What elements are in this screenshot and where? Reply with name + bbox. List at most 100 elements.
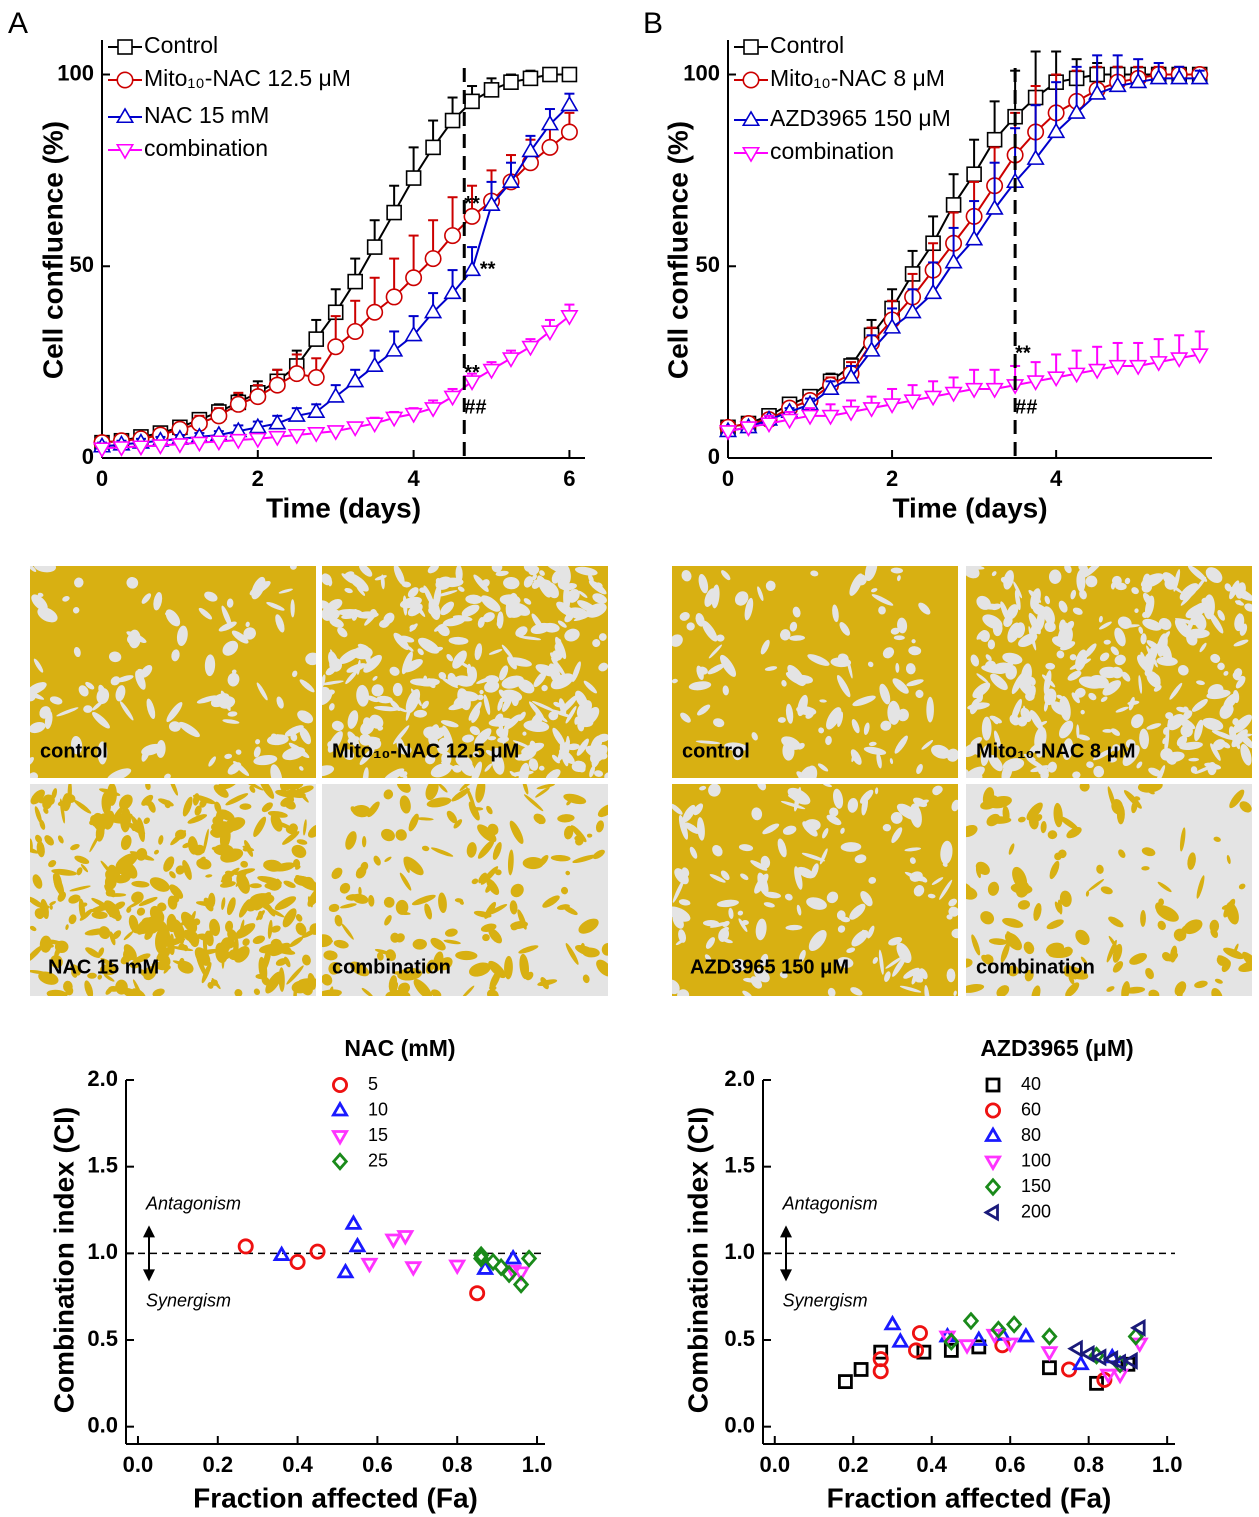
- texture-blob: [331, 867, 343, 880]
- texture-blob: [987, 816, 1012, 824]
- texture-blob: [348, 573, 369, 592]
- texture-blob: [1037, 767, 1049, 776]
- texture-blob: [1224, 583, 1232, 592]
- texture-blob: [1003, 616, 1013, 628]
- texture-blob: [1187, 852, 1196, 870]
- texture-blob: [566, 589, 580, 603]
- texture-blob: [377, 952, 384, 961]
- texture-blob: [994, 662, 1014, 673]
- marker: [1016, 1326, 1035, 1343]
- texture-blob: [803, 819, 821, 832]
- marker: [424, 402, 443, 418]
- texture-blob: [119, 794, 133, 810]
- texture-blob: [289, 936, 304, 948]
- texture-blob: [889, 758, 894, 765]
- texture-blob: [827, 987, 836, 996]
- texture-blob: [345, 670, 358, 685]
- texture-blob: [284, 725, 304, 737]
- texture-blob: [810, 570, 819, 577]
- texture-blob: [1134, 608, 1139, 613]
- texture-blob: [991, 571, 997, 577]
- texture-blob: [1072, 607, 1083, 615]
- texture-blob: [99, 788, 121, 796]
- texture-blob: [1076, 724, 1080, 739]
- marker: [882, 317, 902, 334]
- texture-blob: [496, 617, 504, 627]
- texture-blob: [1075, 649, 1088, 671]
- texture-blob: [1080, 956, 1088, 965]
- texture-blob: [279, 784, 286, 792]
- texture-blob: [30, 789, 45, 805]
- texture-blob: [72, 606, 80, 614]
- marker: [1099, 1368, 1118, 1385]
- texture-blob: [1183, 919, 1203, 935]
- marker: [476, 1259, 495, 1275]
- texture-blob: [303, 819, 307, 836]
- x-axis-label: Time (days): [266, 492, 421, 523]
- texture-blob: [155, 928, 168, 954]
- legend-label: 5: [368, 1074, 378, 1094]
- texture-blob: [674, 868, 689, 885]
- texture-blob: [1231, 733, 1252, 739]
- marker: [944, 386, 963, 403]
- marker: [115, 107, 135, 124]
- marker: [268, 376, 286, 394]
- texture-blob: [1092, 748, 1114, 761]
- texture-blob: [1210, 743, 1221, 761]
- texture-blob: [130, 815, 143, 834]
- texture-blob: [98, 947, 105, 957]
- annotation: **: [464, 362, 480, 384]
- texture-blob: [474, 728, 492, 747]
- texture-blob: [1028, 626, 1037, 651]
- marker: [425, 139, 441, 156]
- marker: [366, 303, 384, 321]
- texture-blob: [68, 894, 81, 904]
- texture-blob: [54, 940, 69, 953]
- texture-blob: [446, 810, 457, 824]
- texture-blob: [1173, 569, 1181, 592]
- legend-label: NAC 15 mM: [144, 102, 269, 128]
- y-tick-label: 2.0: [87, 1066, 118, 1091]
- texture-blob: [760, 953, 769, 967]
- marker: [348, 1236, 367, 1253]
- texture-blob: [1033, 603, 1054, 621]
- marker: [483, 82, 500, 98]
- texture-blob: [180, 911, 198, 933]
- texture-blob: [218, 621, 237, 632]
- marker: [501, 172, 521, 188]
- legend-label: 80: [1021, 1125, 1041, 1145]
- texture-blob: [596, 582, 603, 588]
- texture-blob: [1060, 641, 1076, 651]
- texture-blob: [296, 785, 314, 794]
- texture-blob: [461, 604, 480, 617]
- texture-blob: [1125, 739, 1136, 749]
- image-label: combination: [332, 956, 451, 978]
- texture-blob: [1115, 706, 1129, 713]
- texture-blob: [740, 873, 749, 881]
- texture-blob: [1140, 573, 1164, 588]
- texture-blob: [1026, 802, 1043, 821]
- texture-blob: [864, 566, 878, 582]
- texture-blob: [30, 945, 43, 963]
- y-tick-label: 0.0: [87, 1412, 118, 1437]
- marker: [448, 1259, 467, 1276]
- texture-blob: [49, 696, 63, 705]
- texture-blob: [976, 673, 989, 684]
- texture-blob: [892, 955, 907, 977]
- marker: [883, 1314, 902, 1331]
- texture-blob: [913, 885, 925, 897]
- texture-blob: [1217, 609, 1225, 621]
- texture-blob: [436, 737, 450, 754]
- texture-blob: [545, 769, 561, 778]
- texture-blob: [243, 627, 256, 640]
- texture-blob: [702, 920, 720, 927]
- texture-blob: [74, 577, 84, 588]
- texture-blob: [1177, 665, 1189, 676]
- marker: [984, 1177, 1002, 1197]
- texture-blob: [30, 756, 34, 766]
- texture-blob: [712, 844, 723, 857]
- texture-blob: [1108, 935, 1119, 950]
- texture-blob: [1196, 680, 1205, 686]
- texture-blob: [87, 972, 97, 979]
- texture-blob: [224, 817, 246, 832]
